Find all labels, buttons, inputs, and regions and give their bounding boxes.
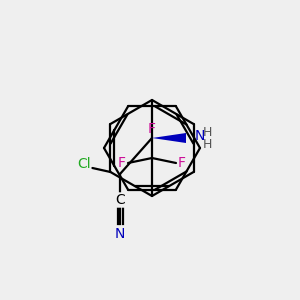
Text: C: C xyxy=(115,193,125,207)
Text: Cl: Cl xyxy=(78,157,91,171)
Text: F: F xyxy=(118,156,126,170)
Polygon shape xyxy=(152,133,186,143)
Text: F: F xyxy=(178,156,186,170)
Text: F: F xyxy=(148,122,156,136)
Text: N: N xyxy=(115,227,125,241)
Text: H: H xyxy=(203,137,212,151)
Text: H: H xyxy=(203,125,212,139)
Text: N: N xyxy=(195,129,206,143)
